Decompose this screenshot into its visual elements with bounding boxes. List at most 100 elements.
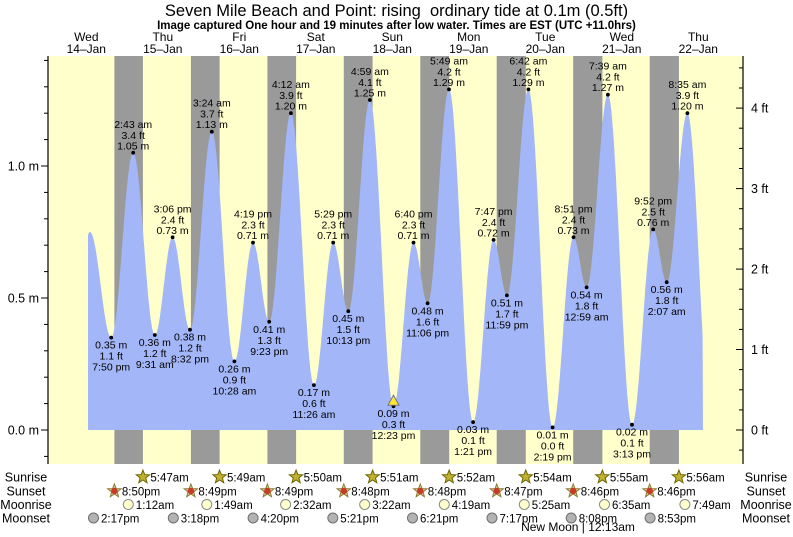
- moonset-icon: [167, 512, 179, 524]
- tide-low-time: 2:19 pm: [534, 451, 572, 463]
- moonrise-icon: [518, 499, 530, 510]
- tide-extreme-dot: [346, 309, 351, 314]
- moonrise-time: 7:49am: [692, 500, 730, 512]
- moonrise-time: 5:25am: [532, 500, 570, 512]
- moonset-time: 5:21pm: [340, 514, 378, 526]
- tide-low-meters: 0.48 m: [412, 305, 444, 317]
- sunrise-icon: [211, 468, 228, 484]
- sunrise-time: 5:56am: [686, 473, 724, 485]
- tide-high-meters: 1.13 m: [196, 119, 228, 131]
- day-label-weekday: Sat: [307, 30, 326, 44]
- tide-high-feet: 2.3 ft: [322, 220, 345, 232]
- sunset-time: 8:48pm: [428, 487, 466, 499]
- moonrise-row-label-left: Moonrise: [0, 498, 51, 512]
- tide-low-meters: 0.35 m: [95, 340, 127, 352]
- moon-phase-note: New Moon | 12:13am: [521, 520, 635, 534]
- sunset-icon-center: [264, 487, 271, 495]
- tide-high-meters: 0.76 m: [637, 217, 669, 229]
- sunrise-icon: [594, 468, 611, 484]
- tide-high-meters: 0.71 m: [237, 230, 269, 242]
- day-label-date: 22–Jan: [679, 42, 718, 56]
- moonset-time: 8:53pm: [658, 514, 696, 526]
- sunrise-icon: [364, 468, 381, 484]
- day-label-date: 21–Jan: [602, 42, 641, 56]
- tide-low-meters: 0.09 m: [377, 408, 409, 420]
- sunset-row-label-right: Sunset: [747, 485, 786, 499]
- day-label-date: 18–Jan: [373, 42, 412, 56]
- sunrise-time: 5:51am: [380, 473, 418, 485]
- moonrise-time: 4:19am: [452, 500, 490, 512]
- tide-low-time: 9:31 am: [136, 359, 174, 371]
- tide-low-meters: 0.51 m: [491, 297, 523, 309]
- tide-high-meters: 1.20 m: [671, 101, 703, 113]
- tide-low-feet: 1.7 ft: [495, 308, 518, 320]
- tide-high-feet: 4.2 ft: [517, 66, 540, 78]
- tide-low-time: 1:21 pm: [454, 446, 492, 458]
- y-axis-right-label: 4 ft: [751, 102, 769, 116]
- tide-low-feet: 0.0 ft: [541, 440, 564, 452]
- tide-low-meters: 0.03 m: [457, 424, 489, 436]
- sunrise-row-label-right: Sunrise: [745, 471, 787, 485]
- sunset-time: 8:49pm: [198, 487, 236, 499]
- tide-high-feet: 2.4 ft: [161, 214, 184, 226]
- sunset-icon-center: [417, 487, 424, 495]
- tide-extreme-dot: [368, 98, 372, 102]
- tide-high-meters: 1.25 m: [354, 88, 386, 100]
- tide-high-time: 7:47 pm: [475, 206, 513, 218]
- sunrise-time: 5:47am: [150, 473, 188, 485]
- tide-high-time: 6:42 am: [509, 55, 547, 67]
- moonrise-time: 3:22am: [372, 500, 410, 512]
- moonset-icon: [88, 512, 99, 524]
- tide-low-feet: 1.2 ft: [143, 348, 166, 360]
- tide-low-time: 12:59 am: [565, 311, 609, 323]
- tide-extreme-dot: [685, 111, 690, 116]
- tide-low-time: 11:06 pm: [406, 327, 449, 339]
- tide-high-feet: 2.3 ft: [241, 220, 264, 232]
- y-axis-left-label: 0.5 m: [8, 292, 39, 306]
- tide-high-feet: 4.1 ft: [358, 77, 381, 89]
- tide-high-time: 7:39 am: [589, 61, 627, 73]
- tide-high-meters: 0.72 m: [478, 227, 510, 239]
- sunrise-icon: [441, 468, 458, 484]
- chart-title: Seven Mile Beach and Point: rising ordin…: [164, 2, 629, 20]
- tide-high-feet: 2.4 ft: [482, 217, 505, 229]
- tide-high-time: 3:24 am: [193, 98, 231, 110]
- moonset-icon: [486, 512, 498, 524]
- tide-extreme-dot: [526, 87, 531, 92]
- tide-extreme-dot: [152, 333, 157, 337]
- moonrise-icon: [201, 499, 213, 510]
- moonset-time: 7:17pm: [500, 514, 538, 526]
- tide-low-time: 12:23 pm: [372, 430, 416, 442]
- moonrise-time: 2:32am: [293, 500, 331, 512]
- moonset-row-label-left: Moonset: [2, 512, 50, 526]
- day-label-weekday: Sun: [382, 30, 403, 44]
- tide-low-time: 9:23 pm: [250, 346, 288, 358]
- tide-low-feet: 1.2 ft: [178, 343, 201, 355]
- sunrise-row-label-left: Sunrise: [5, 471, 47, 485]
- tide-high-feet: 4.2 ft: [437, 66, 460, 78]
- tide-low-feet: 1.3 ft: [258, 335, 281, 347]
- tide-low-feet: 1.8 ft: [655, 295, 678, 307]
- moonrise-icon: [679, 499, 691, 510]
- moonrise-icon: [599, 499, 610, 510]
- tide-extreme-dot: [289, 111, 293, 116]
- tide-high-meters: 1.29 m: [433, 77, 465, 89]
- tide-high-time: 2:43 am: [114, 119, 152, 131]
- tide-low-time: 11:26 am: [292, 409, 335, 421]
- sunset-icon-center: [340, 487, 347, 495]
- sunrise-icon: [670, 468, 687, 484]
- tide-extreme-dot: [584, 285, 589, 290]
- tide-low-meters: 0.54 m: [571, 289, 603, 301]
- tide-extreme-dot: [425, 301, 430, 306]
- tide-extreme-dot: [109, 335, 114, 340]
- moonrise-icon: [359, 499, 371, 510]
- tide-high-meters: 1.05 m: [117, 140, 149, 152]
- tide-low-time: 10:13 pm: [326, 335, 370, 347]
- tide-high-feet: 2.5 ft: [642, 206, 665, 218]
- sunset-time: 8:47pm: [504, 487, 542, 499]
- tide-high-time: 8:35 am: [668, 79, 706, 91]
- tide-low-time: 7:50 pm: [92, 362, 130, 374]
- day-label-weekday: Thu: [688, 30, 709, 44]
- tide-low-meters: 0.45 m: [332, 313, 364, 325]
